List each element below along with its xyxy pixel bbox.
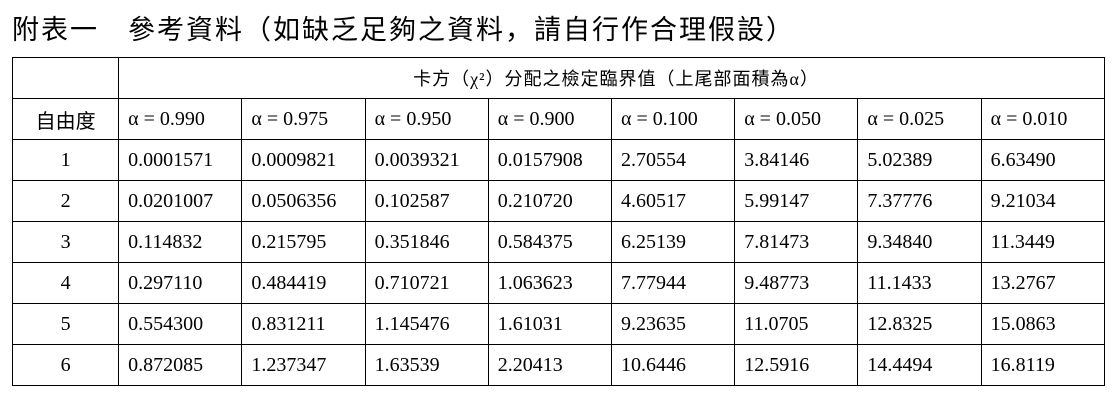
header-row: 自由度 α = 0.990 α = 0.975 α = 0.950 α = 0.900 α… bbox=[11, 98, 1106, 140]
title: 附表一 參考資料（如缺乏足夠之資料，請自行作合理假設） bbox=[12, 15, 795, 45]
table-body: 卡方（χ²）分配之檢定臨界值（上尾部面積為α） 自由度 α = 0.990 α = … bbox=[11, 57, 1106, 386]
value-cell: 4.60517 bbox=[610, 180, 736, 222]
value-cell: 0.0157908 bbox=[487, 139, 612, 181]
value-cell: 12.5916 bbox=[734, 344, 859, 386]
value-cell: 0.0009821 bbox=[241, 139, 366, 181]
data-row: 1 0.0001571 0.0009821 0.0039321 0.0157908 2.7… bbox=[11, 139, 1106, 181]
column-header: α = 0.050 bbox=[734, 98, 859, 140]
value-cell: 0.0001571 bbox=[118, 139, 243, 181]
value-cell: 1.145476 bbox=[364, 303, 489, 345]
chi-square-table: 卡方（χ²）分配之檢定臨界值（上尾部面積為α） 自由度 α = 0.990 α = … bbox=[11, 57, 1106, 386]
degree-cell: 2 bbox=[11, 180, 120, 222]
table-caption: 卡方（χ²）分配之檢定臨界值（上尾部面積為α） bbox=[118, 57, 1105, 99]
value-cell: 10.6446 bbox=[610, 344, 736, 386]
value-cell: 9.21034 bbox=[980, 180, 1106, 222]
value-cell: 0.351846 bbox=[364, 221, 489, 263]
data-row: 3 0.114832 0.215795 0.351846 0.584375 6.25139… bbox=[11, 221, 1106, 263]
value-cell: 11.0705 bbox=[734, 303, 859, 345]
value-cell: 1.63539 bbox=[364, 344, 489, 386]
value-cell: 11.3449 bbox=[980, 221, 1106, 263]
column-header: α = 0.950 bbox=[364, 98, 489, 140]
value-cell: 9.23635 bbox=[610, 303, 736, 345]
value-cell: 0.210720 bbox=[487, 180, 612, 222]
value-cell: 0.215795 bbox=[241, 221, 366, 263]
degree-cell: 6 bbox=[11, 344, 120, 386]
value-cell: 16.8119 bbox=[980, 344, 1106, 386]
value-cell: 1.237347 bbox=[241, 344, 366, 386]
value-cell: 0.584375 bbox=[487, 221, 612, 263]
column-header: α = 0.100 bbox=[610, 98, 736, 140]
value-cell: 13.2767 bbox=[980, 262, 1106, 304]
value-cell: 1.063623 bbox=[487, 262, 612, 304]
value-cell: 0.297110 bbox=[118, 262, 243, 304]
value-cell: 2.70554 bbox=[610, 139, 736, 181]
value-cell: 3.84146 bbox=[734, 139, 859, 181]
column-header: α = 0.975 bbox=[241, 98, 366, 140]
value-cell: 0.484419 bbox=[241, 262, 366, 304]
value-cell: 7.81473 bbox=[734, 221, 859, 263]
column-header: 自由度 bbox=[11, 98, 120, 140]
value-cell: 7.77944 bbox=[610, 262, 736, 304]
value-cell: 6.63490 bbox=[980, 139, 1106, 181]
value-cell: 0.831211 bbox=[241, 303, 366, 345]
value-cell: 0.554300 bbox=[118, 303, 243, 345]
data-row: 5 0.554300 0.831211 1.145476 1.61031 9.23635 1… bbox=[11, 303, 1106, 345]
degree-cell: 3 bbox=[11, 221, 120, 263]
data-row: 6 0.872085 1.237347 1.63539 2.20413 10.6446 12… bbox=[11, 344, 1106, 386]
value-cell: 5.02389 bbox=[857, 139, 982, 181]
column-header: α = 0.900 bbox=[487, 98, 612, 140]
value-cell: 1.61031 bbox=[487, 303, 612, 345]
value-cell: 0.114832 bbox=[118, 221, 243, 263]
column-header: α = 0.010 bbox=[980, 98, 1106, 140]
value-cell: 0.0039321 bbox=[364, 139, 489, 181]
degree-cell: 4 bbox=[11, 262, 120, 304]
column-header: α = 0.990 bbox=[118, 98, 243, 140]
data-row: 2 0.0201007 0.0506356 0.102587 0.210720 4.605… bbox=[11, 180, 1106, 222]
value-cell: 9.34840 bbox=[857, 221, 982, 263]
data-row: 4 0.297110 0.484419 0.710721 1.063623 7.77944… bbox=[11, 262, 1106, 304]
value-cell: 6.25139 bbox=[610, 221, 736, 263]
empty-cell bbox=[11, 57, 120, 99]
value-cell: 15.0863 bbox=[980, 303, 1106, 345]
value-cell: 2.20413 bbox=[487, 344, 612, 386]
value-cell: 0.710721 bbox=[364, 262, 489, 304]
value-cell: 7.37776 bbox=[857, 180, 982, 222]
degree-cell: 5 bbox=[11, 303, 120, 345]
value-cell: 11.1433 bbox=[857, 262, 982, 304]
value-cell: 0.0201007 bbox=[118, 180, 243, 222]
value-cell: 12.8325 bbox=[857, 303, 982, 345]
degree-cell: 1 bbox=[11, 139, 120, 181]
column-header: α = 0.025 bbox=[857, 98, 982, 140]
value-cell: 14.4494 bbox=[857, 344, 982, 386]
value-cell: 9.48773 bbox=[734, 262, 859, 304]
value-cell: 5.99147 bbox=[734, 180, 859, 222]
value-cell: 0.0506356 bbox=[241, 180, 366, 222]
value-cell: 0.102587 bbox=[364, 180, 489, 222]
caption-row: 卡方（χ²）分配之檢定臨界值（上尾部面積為α） bbox=[11, 57, 1105, 99]
value-cell: 0.872085 bbox=[118, 344, 243, 386]
